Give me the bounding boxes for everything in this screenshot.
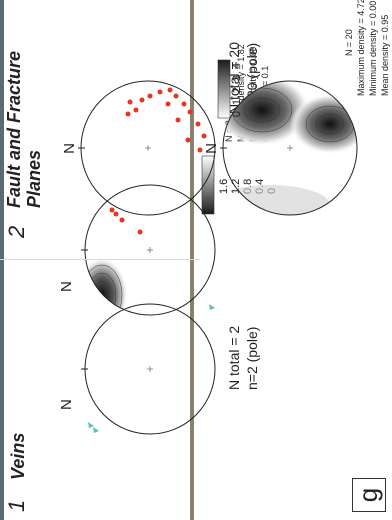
panel-2-pole [173,93,179,99]
panel-2-pole [147,93,153,99]
panel-1-lower-stereonet [81,184,216,316]
panel-2-pole [119,217,125,223]
panel-2-pole [181,101,187,107]
figure-label-box: g [352,478,386,512]
panel-1-pole-2 [88,422,94,428]
panel-2-pole [195,121,201,127]
panel-2-stats-max: Maximum density = 4.72 [356,0,366,96]
panel-1-upper-stereonet [81,303,216,435]
panel-2-stats-n: N = 20 [344,29,354,56]
panel-2-pole [125,111,131,117]
panel-2-legend-tick-4: 0 [231,110,244,118]
left-edge-strip [0,0,4,520]
panel-2-stats-mean: Mean density = 0.95 [380,14,390,96]
middle-edge-strip [190,0,194,520]
panel-2-pole [113,211,119,217]
panel-2-pole [109,207,115,213]
panel-2-lower-north-label: N [202,143,220,154]
panel-2-pole [167,87,173,93]
panel-2-pole [187,109,193,115]
panel-1-pole-3 [209,304,215,310]
panel-2-pole [175,117,181,123]
panel-2-upper-net [78,80,216,235]
panel-2-legend-tick-2: 2 [231,86,244,94]
panel-2-pole [197,147,203,153]
panel-2-legend-tick-1: 3 [231,74,244,82]
panel-2-stats-min: Minimum density = 0.00 [368,0,378,96]
panel-2-legend-tick-0: 4 [231,62,244,70]
panel-2-legend-bar [217,59,231,119]
panel-2-pole [165,101,171,107]
panel-2-pole [139,97,145,103]
panel-2-pole [137,229,143,235]
panel-2-pole [157,89,163,95]
panel-2-legend-tick-3: 1 [231,98,244,106]
panel-2-pole [133,107,139,113]
panel-2-pole [185,137,191,143]
panel-2-pole [127,99,133,105]
panel-2-pole [201,133,207,139]
panel-2-upper-north-label: N [60,143,78,154]
panel-2-lower-net [220,80,358,216]
panel-1-pole-1 [93,427,99,433]
